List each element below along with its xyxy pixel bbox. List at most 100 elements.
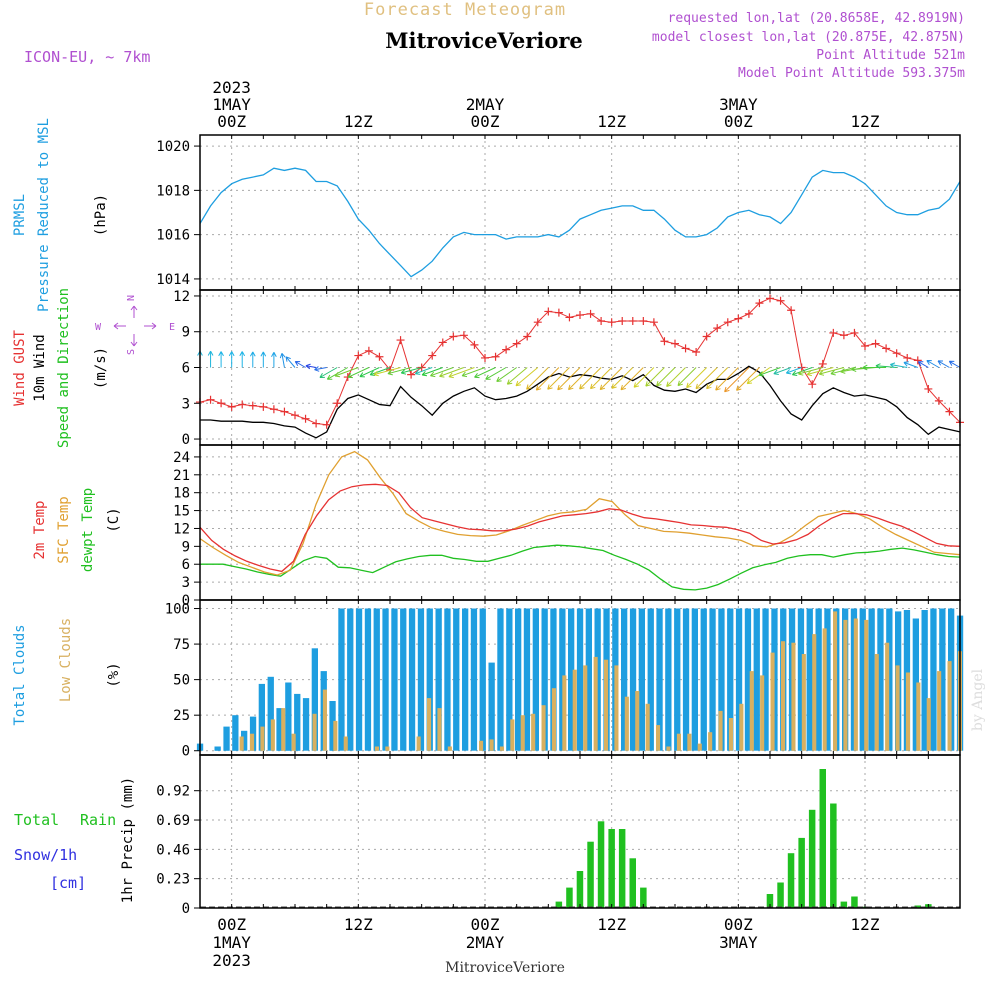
gust-marker [639,317,648,325]
total-cloud-bar [656,608,663,751]
rain-bar [851,896,858,908]
total-cloud-bar [382,608,389,751]
wind-arrow [806,367,834,377]
low-cloud-bar [801,654,806,751]
low-cloud-bar [333,720,338,751]
y-tick-label: 1014 [156,272,190,288]
gust-marker [723,318,732,327]
total-cloud-bar [939,608,946,751]
precip-unit-label: 1hr Precip (mm) [120,777,136,903]
gust-marker [797,363,806,372]
y-tick-label: 24 [173,450,190,466]
wind-arrow [305,363,317,370]
gust-marker [660,337,669,346]
y-tick-label: 6 [182,361,190,377]
wind-arrow [889,362,908,368]
gust-marker [491,352,500,361]
low-cloud-bar [937,671,942,751]
y-tick-label: 3 [182,396,190,412]
low-cloud-bar [656,725,661,751]
y-tick-label: 0.92 [156,784,190,800]
gust-marker [544,307,553,316]
pressure-panel: 1014 1016 1018 1020 PRMSL Pressure Reduced … [12,118,961,312]
top-hour-label: 00Z [217,112,246,131]
wind-arrow [347,367,370,379]
total-cloud-bar [285,682,292,751]
top-date-label: 2MAY [466,95,505,114]
low-cloud-bar [260,726,265,751]
gust-marker [713,324,722,333]
gust-marker [744,309,753,318]
rain-bar [840,901,848,908]
dewpt-temp-label: dewpt Temp [80,488,96,572]
wind-arrow [228,351,235,368]
gust-marker [839,331,848,340]
low-cloud-bar [343,736,348,751]
gust-marker [227,402,236,411]
rain-bar [576,871,584,908]
low-cloud-bar [447,746,452,751]
gust-marker [301,414,310,423]
rain-bar [914,905,921,908]
bottom-hour-label: 00Z [471,915,500,934]
rain-bar [766,894,774,908]
low-cloud-bar [853,618,858,751]
precip-panel: 0 0.23 0.46 0.69 0.92 Total Rain Snow/1h [cm… [14,755,961,917]
wind-arrow [285,356,296,368]
wind-arrow [421,367,443,377]
low-cloud-bar [250,733,255,751]
low-cloud-bar [572,669,577,751]
y-tick-label: 6 [182,557,190,573]
total-cloud-bar [426,608,433,751]
wind-arrow [414,367,433,375]
wind-arrow [334,367,359,378]
gust-marker [322,420,331,429]
wind-arrow [547,367,570,390]
low-cloud-bar [239,736,244,751]
snow-label: Snow/1h [14,846,77,864]
gust-marker [438,338,447,347]
wind-arrow [736,367,760,391]
wind-arrow [485,367,507,380]
wind-arrow [715,367,739,391]
y-tick-label: 0.69 [156,813,190,829]
bottom-hour-label: 12Z [597,915,626,934]
clouds-unit-label: (%) [106,662,122,687]
wind-arrow [271,352,277,368]
low-cloud-bar [499,746,504,751]
credit-label: by Angel [970,668,986,731]
total-cloud-bar [576,608,584,751]
total-cloud-bar [629,608,637,751]
low-cloud-bar [624,696,629,751]
gust-marker [533,318,542,327]
low-cloud-bar [312,713,317,751]
low-cloud-bar [676,733,681,751]
wind-arrow [791,367,813,376]
y-tick-label: 100 [165,602,190,618]
wind-arrow [319,367,338,378]
low-cloud-bar [281,708,286,751]
total-cloud-bar [815,608,822,751]
sfc-temp-line [199,450,961,576]
total-cloud-bar [797,608,805,751]
gust-marker [259,402,268,411]
rain-bar [608,829,615,908]
wind-arrow [249,351,256,368]
wind-unit-label: (m/s) [93,347,109,389]
total-cloud-bar [762,608,769,751]
y-tick-label: 75 [173,637,190,653]
rain-bar [640,887,647,908]
total-cloud-bar [638,608,645,751]
bottom-hour-label: 12Z [344,915,373,934]
gust-marker [692,348,701,356]
wind-arrow [862,364,887,371]
wind-arrow [535,367,560,391]
rain-bar [798,837,805,908]
gust-marker [903,353,912,362]
gust-marker [913,356,922,365]
gust-marker [576,311,584,320]
low-cloud-bar [770,652,775,751]
wind-arrow [599,367,623,391]
